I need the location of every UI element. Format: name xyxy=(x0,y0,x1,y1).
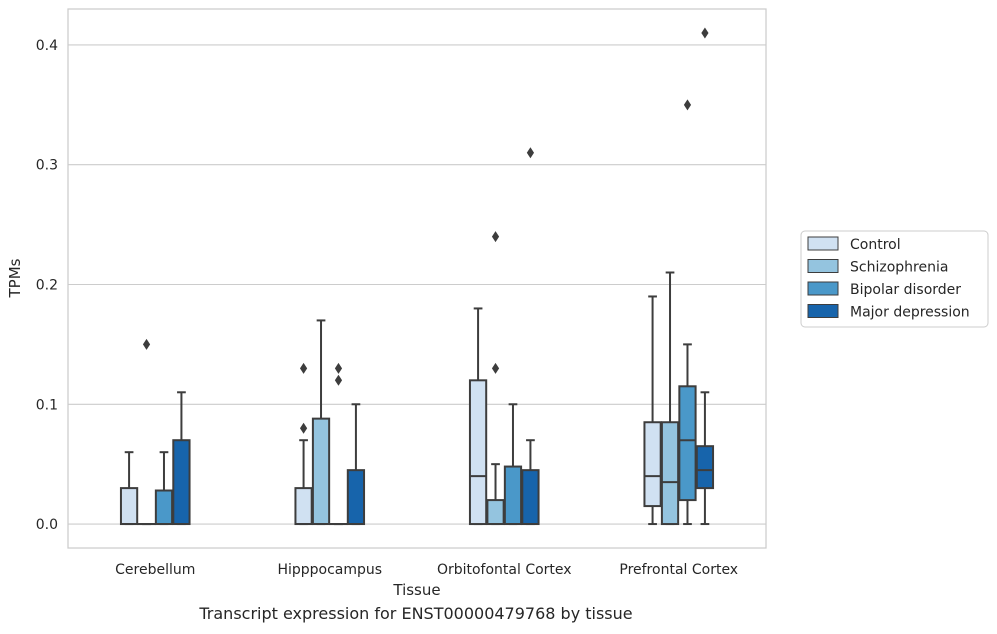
box-body xyxy=(468,379,488,526)
outlier-point xyxy=(683,99,692,111)
box-body xyxy=(119,487,139,526)
y-tick-label: 0.3 xyxy=(36,158,58,174)
y-axis-ticks: 0.0 0.1 0.2 0.3 0.4 xyxy=(36,38,58,533)
box xyxy=(503,403,523,526)
box xyxy=(172,391,191,526)
box xyxy=(643,295,662,526)
legend-label: Control xyxy=(850,237,901,253)
legend-label: Schizophrenia xyxy=(850,260,948,276)
outlier-point xyxy=(526,147,535,159)
legend-label: Bipolar disorder xyxy=(850,282,961,298)
legend-frame xyxy=(800,230,989,328)
box-body xyxy=(503,465,523,526)
plot-frame xyxy=(67,8,767,549)
box-body xyxy=(521,469,540,526)
box-body xyxy=(486,499,505,526)
y-tick-label: 0.0 xyxy=(36,517,58,533)
figure-caption: Transcript expression for ENST0000047976… xyxy=(199,604,633,623)
box-body xyxy=(660,421,680,526)
box-body xyxy=(678,385,697,502)
box xyxy=(294,362,313,526)
legend: Control Schizophrenia Bipolar disorder Majo… xyxy=(800,230,989,328)
box xyxy=(154,451,174,526)
box-groups xyxy=(119,27,715,526)
box-body xyxy=(172,439,191,526)
x-axis-ticks: Cerebellum Hipppocampus Orbitofontal Corte… xyxy=(115,562,738,578)
box xyxy=(468,307,488,526)
box xyxy=(660,271,680,526)
x-tick-label: Orbitofontal Cortex xyxy=(437,562,572,578)
box xyxy=(329,362,348,526)
y-tick-label: 0.4 xyxy=(36,38,58,54)
outlier-point xyxy=(142,338,151,350)
outlier-point xyxy=(701,27,709,39)
box xyxy=(695,27,715,526)
box xyxy=(311,319,331,526)
box xyxy=(119,451,139,526)
x-tick-label: Hipppocampus xyxy=(277,562,382,578)
legend-swatch xyxy=(807,236,839,251)
box xyxy=(346,403,366,526)
box-body xyxy=(294,487,313,526)
outlier-point xyxy=(491,362,500,374)
outlier-point xyxy=(299,362,308,374)
outlier-point xyxy=(334,374,343,386)
box xyxy=(521,147,540,526)
x-tick-label: Prefrontal Cortex xyxy=(619,562,738,578)
outlier-point xyxy=(334,362,343,374)
legend-swatch xyxy=(807,281,839,296)
box-body xyxy=(311,417,331,526)
y-tick-label: 0.1 xyxy=(36,397,58,413)
box xyxy=(486,231,505,526)
box xyxy=(137,338,156,526)
x-tick-label: Cerebellum xyxy=(115,562,195,578)
outlier-point xyxy=(491,231,500,243)
y-tick-label: 0.2 xyxy=(36,277,58,293)
outlier-point xyxy=(299,422,308,434)
box xyxy=(678,99,697,526)
y-axis-label: TPMs xyxy=(6,258,24,298)
box-body xyxy=(154,489,174,526)
box-body xyxy=(643,421,662,508)
x-axis-label: Tissue xyxy=(392,581,440,599)
box-body xyxy=(695,445,715,490)
legend-swatch xyxy=(807,259,839,273)
legend-swatch xyxy=(807,304,839,318)
box-body xyxy=(346,469,366,526)
legend-label: Major depression xyxy=(850,305,970,321)
